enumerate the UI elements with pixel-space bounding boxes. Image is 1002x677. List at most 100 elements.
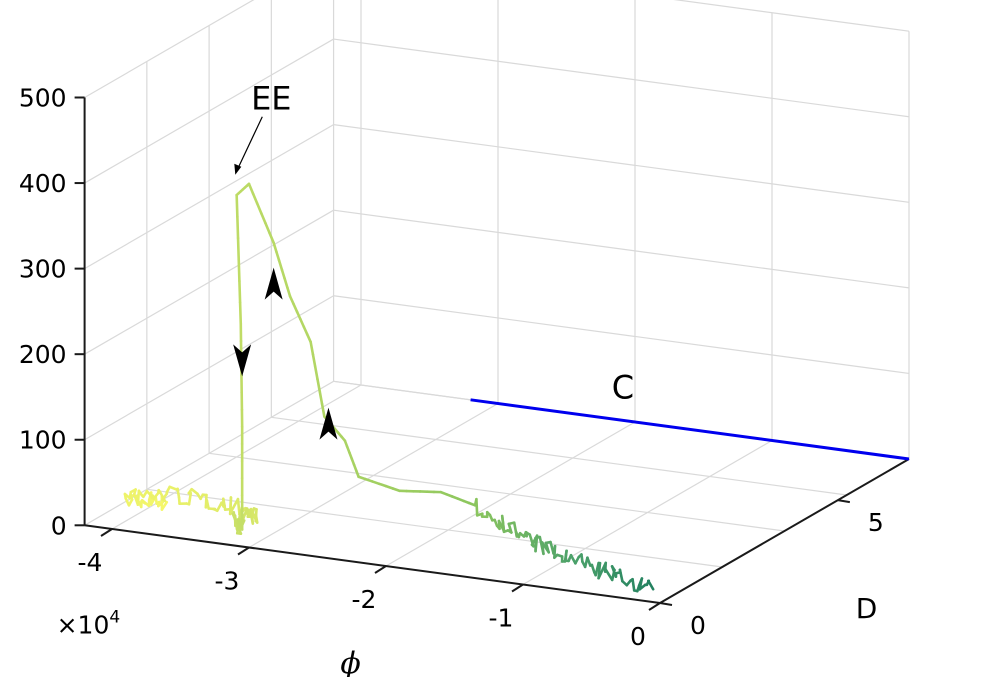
trajectory-segment bbox=[247, 182, 255, 195]
trajectory-segment bbox=[475, 497, 479, 517]
trajectory-segment bbox=[564, 549, 568, 563]
grid-line-floor-y bbox=[209, 452, 785, 532]
series bbox=[123, 182, 910, 593]
trajectory-segment bbox=[268, 231, 275, 245]
x-tick-label: -3 bbox=[215, 567, 240, 596]
trajectory-segment bbox=[305, 333, 312, 344]
trajectory-segment bbox=[313, 365, 319, 381]
x-tick-mark bbox=[374, 565, 387, 574]
x-tick-mark bbox=[237, 546, 250, 556]
y-axis-label: D bbox=[856, 592, 878, 625]
y-tick-mark bbox=[659, 602, 673, 606]
trajectory-segment bbox=[235, 193, 239, 218]
z-tick-label: 100 bbox=[19, 426, 67, 455]
x-tick-label: -4 bbox=[78, 548, 103, 577]
grid-line-back-horizontal bbox=[333, 209, 910, 289]
annotation-c: C bbox=[612, 368, 634, 406]
trajectory-segment bbox=[255, 202, 263, 215]
trajectory-segment bbox=[299, 317, 306, 329]
grid-line-floor-y bbox=[271, 416, 847, 496]
trajectory-segment bbox=[238, 279, 242, 304]
series-3 bbox=[470, 398, 910, 461]
trajectory-segment bbox=[280, 268, 286, 280]
trajectory-segment bbox=[594, 561, 600, 577]
trajectory-segment bbox=[586, 556, 592, 567]
trajectory-segment bbox=[295, 310, 302, 321]
trajectory-segment bbox=[236, 497, 241, 516]
z-tick-label: 300 bbox=[19, 255, 67, 284]
trajectory-segment bbox=[631, 577, 636, 592]
trajectory-segment bbox=[320, 402, 326, 418]
x-tick-mark bbox=[648, 602, 661, 611]
y-tick-label: 5 bbox=[868, 508, 884, 537]
trajectory-segment bbox=[647, 579, 655, 591]
grid-line-back-horizontal bbox=[333, 38, 910, 118]
y-tick-mark bbox=[837, 499, 851, 504]
y-axis-line bbox=[659, 458, 910, 604]
direction-arrow bbox=[319, 407, 338, 440]
series-2 bbox=[473, 497, 655, 593]
grid-line-side-horizontal bbox=[84, 0, 255, 99]
trajectory-segment bbox=[272, 241, 278, 254]
series-line-c bbox=[470, 398, 910, 461]
series-1 bbox=[235, 182, 477, 531]
trajectory-segment bbox=[288, 295, 295, 306]
axes bbox=[74, 96, 910, 611]
grid-line-back-horizontal bbox=[333, 124, 910, 203]
trajectory-segment bbox=[553, 544, 557, 560]
x-tick-mark bbox=[100, 528, 113, 537]
x-tick-mark bbox=[511, 583, 524, 593]
annotation-ee: EE bbox=[251, 80, 291, 118]
x-axis-label: ϕ bbox=[340, 646, 360, 677]
trajectory-segment bbox=[318, 390, 324, 406]
z-tick-label: 400 bbox=[19, 169, 67, 198]
trajectory-segment bbox=[507, 522, 513, 534]
trajectory-segment bbox=[264, 221, 271, 235]
trajectory-segment bbox=[309, 340, 315, 356]
grid-line-side-horizontal bbox=[84, 124, 334, 270]
annotation-ee-pointer-head bbox=[234, 163, 242, 175]
trajectory-segment bbox=[603, 566, 614, 582]
trajectory-segment bbox=[238, 301, 243, 326]
trajectory-segment bbox=[251, 192, 259, 205]
trajectory-segment bbox=[618, 568, 624, 583]
trajectory-segment bbox=[311, 353, 317, 369]
trajectory-segment bbox=[236, 236, 241, 261]
grid-panes bbox=[83, 0, 910, 604]
direction-arrow bbox=[264, 267, 283, 300]
trajectory-segment bbox=[248, 508, 255, 525]
trajectory-segment bbox=[236, 215, 240, 240]
trajectory-segment bbox=[260, 212, 267, 225]
trajectory-segment bbox=[286, 286, 292, 298]
trajectory-segment bbox=[187, 492, 193, 506]
z-tick-label: 0 bbox=[51, 511, 67, 540]
grid-line-side-horizontal bbox=[84, 295, 334, 441]
z-axis-label: I bbox=[0, 317, 2, 325]
z-tick-label: 500 bbox=[19, 84, 67, 113]
trajectory-segment bbox=[176, 487, 181, 499]
trajectory-segment bbox=[275, 250, 281, 262]
trajectory-segment bbox=[237, 258, 241, 283]
grid-line-floor-y bbox=[146, 488, 723, 568]
grid-line-back-horizontal bbox=[333, 295, 910, 375]
y-tick-label: 0 bbox=[690, 611, 706, 640]
trajectory-segment bbox=[205, 499, 210, 510]
grid-line-side-horizontal bbox=[84, 209, 334, 355]
grid-line-side-horizontal bbox=[84, 38, 334, 184]
trajectory-segment bbox=[277, 259, 284, 271]
grid-line-back-horizontal bbox=[673, 0, 910, 32]
x-tick-label: -2 bbox=[352, 585, 377, 614]
x-axis-line bbox=[84, 524, 661, 604]
direction-arrows bbox=[233, 267, 338, 440]
trajectory-segment bbox=[168, 485, 179, 492]
trajectory-segment bbox=[544, 541, 551, 554]
trajectory-segment bbox=[302, 325, 309, 336]
trajectory-segment bbox=[292, 302, 299, 313]
trajectory-segment bbox=[283, 277, 289, 289]
trajectory-segment bbox=[136, 489, 141, 506]
x-tick-label: -1 bbox=[489, 604, 514, 633]
trajectory-segment bbox=[316, 377, 322, 393]
